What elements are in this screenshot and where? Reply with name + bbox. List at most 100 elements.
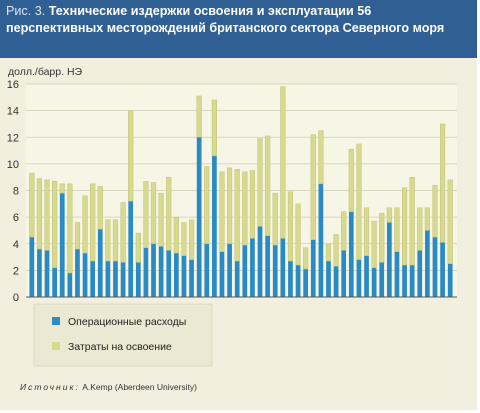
bar-development [432, 184, 438, 238]
bar-operating [333, 266, 339, 297]
bar-operating [227, 243, 232, 297]
bar-development [52, 180, 58, 268]
legend-label-operating: Операционные расходы [68, 316, 186, 328]
bar-development [204, 166, 210, 244]
bar-development [424, 207, 430, 231]
bar-development [128, 110, 134, 202]
bar-development [105, 219, 111, 262]
source-label: Источник: [20, 382, 80, 392]
bar-operating [394, 251, 400, 297]
legend-swatch-operating [52, 317, 60, 325]
y-tick-label: 14 [7, 106, 19, 118]
title-text: Технические издержки освоения и эксплуат… [6, 4, 445, 35]
bar-operating [67, 273, 73, 297]
bar-operating [44, 250, 50, 297]
bar-development [394, 207, 400, 252]
y-tick-label: 2 [13, 265, 19, 277]
bar-development [295, 203, 301, 266]
bar-operating [29, 237, 35, 297]
y-tick-label: 4 [13, 239, 19, 251]
bar-operating [97, 229, 103, 297]
bar-development [112, 219, 119, 262]
bar-development [173, 216, 179, 254]
y-tick-labels: 0 2 4 6 8 10 12 14 16 [7, 79, 19, 304]
bar-operating [280, 238, 286, 297]
bar-development [166, 176, 172, 251]
bar-operating [59, 193, 65, 297]
bar-development [318, 130, 324, 185]
bar-development [120, 202, 126, 263]
bar-operating [371, 267, 377, 297]
bar-development [402, 187, 408, 266]
bar-development [257, 138, 263, 227]
bar-development [44, 179, 50, 251]
bar-development [341, 211, 347, 251]
bar-operating [189, 259, 194, 297]
bar-operating [196, 137, 202, 297]
bar-development [234, 168, 240, 262]
bar-development [143, 180, 149, 248]
bar-operating [356, 259, 362, 297]
header-band: Рис. 3. Технические издержки освоения и … [0, 0, 477, 58]
bar-development [249, 170, 255, 239]
bar-development [310, 134, 316, 240]
bar-operating [166, 250, 172, 297]
y-tick-label: 0 [13, 292, 19, 304]
bar-development [417, 207, 423, 251]
bar-operating [151, 243, 156, 297]
bar-development [440, 123, 446, 243]
bar-development [265, 135, 271, 236]
bar-development [227, 167, 233, 244]
bar-operating [386, 222, 392, 297]
y-tick-label: 6 [13, 212, 19, 224]
bar-development [188, 219, 195, 260]
bar-development [280, 86, 286, 239]
bar-development [82, 195, 88, 254]
bar-development [211, 99, 217, 157]
bars [29, 86, 453, 297]
bar-operating [272, 245, 278, 297]
bar-development [379, 212, 385, 263]
bar-development [196, 95, 202, 138]
bar-operating [219, 251, 225, 297]
bar-operating [52, 267, 57, 297]
bar-development [371, 220, 377, 268]
legend-swatch-development [52, 342, 60, 350]
figure-label: Рис. 3. [6, 4, 46, 18]
bar-operating [447, 263, 453, 297]
y-tick-label: 16 [7, 79, 19, 91]
legend-label-development: Затраты на освоение [68, 341, 172, 353]
legend: Операционные расходы Затраты на освоение [33, 303, 213, 367]
bar-operating [310, 239, 316, 297]
bar-operating [257, 226, 263, 297]
bar-operating [234, 261, 240, 297]
bar-development [97, 186, 103, 230]
bar-development [348, 149, 354, 212]
bar-development [158, 192, 164, 247]
bar-development [287, 191, 294, 262]
bar-operating [440, 242, 445, 297]
bar-development [74, 222, 81, 250]
bar-operating [143, 247, 149, 297]
bar-operating [341, 250, 347, 297]
bar-operating [158, 246, 164, 297]
bar-development [303, 247, 309, 270]
bar-operating [181, 255, 187, 297]
bar-operating [348, 211, 354, 297]
bar-operating [364, 255, 369, 297]
bar-development [135, 232, 141, 263]
bar-development [409, 176, 415, 266]
y-axis-label: долл./барр. НЭ [8, 66, 83, 78]
bar-operating [120, 262, 126, 297]
bar-development [272, 192, 278, 246]
bar-development [219, 171, 225, 252]
bar-development [90, 183, 96, 262]
bar-development [242, 171, 248, 246]
bar-operating [242, 245, 248, 297]
bar-operating [303, 269, 309, 297]
bar-operating [288, 261, 293, 297]
bar-operating [432, 237, 438, 297]
bar-development [333, 234, 339, 267]
bar-development [386, 207, 392, 223]
